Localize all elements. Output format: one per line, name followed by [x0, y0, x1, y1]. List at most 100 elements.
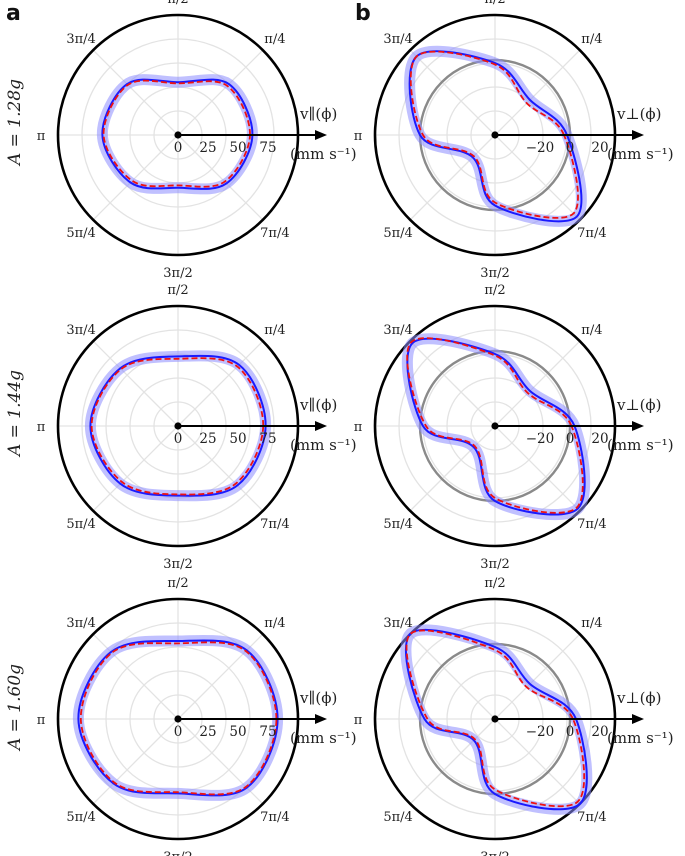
axis-arrowhead: [632, 714, 644, 724]
radial-tick-label: −20: [526, 724, 555, 740]
grid-spoke: [177, 425, 264, 512]
radial-tick-label: −20: [526, 140, 555, 156]
radial-tick-label: 50: [229, 431, 246, 447]
grid-spoke: [177, 134, 264, 221]
panel-letter-b: b: [355, 1, 371, 26]
polar-panel: 0 25 50 75 π/2 π/4 3π/4 π 5π/4 3π/2 7π/4 v∥(ϕ) (mm s…: [37, 576, 357, 856]
grid-spoke: [409, 425, 496, 512]
polar-panel: −20 0 20 π/2 π/4 3π/4 π 5π/4 3π/2 7π/4 v⊥(ϕ) (mm s⁻…: [354, 576, 674, 856]
grid-spoke: [409, 340, 496, 427]
origin-dot: [174, 715, 182, 723]
axis-arrowhead: [315, 421, 327, 431]
angle-label: 5π/4: [66, 810, 95, 825]
angle-label: π/2: [484, 283, 505, 298]
model-dashed-line: [405, 629, 586, 808]
unit-label: (mm s⁻¹): [290, 145, 357, 163]
angle-label: π: [354, 420, 363, 435]
polar-panel: 0 25 50 75 π/2 π/4 3π/4 π 5π/4 3π/2 7π/4 v∥(ϕ) (mm s…: [37, 0, 357, 281]
polar-panel: −20 0 20 π/2 π/4 3π/4 π 5π/4 3π/2 7π/4 v⊥(ϕ) (mm s⁻…: [354, 283, 674, 572]
angle-label: 3π/2: [480, 850, 509, 856]
axis-label: v⊥(ϕ): [616, 396, 662, 414]
angle-label: π/2: [484, 0, 505, 7]
panel-letter-a: a: [6, 1, 21, 26]
experiment-line: [77, 639, 279, 797]
grid-spoke: [494, 340, 581, 427]
angle-label: π/2: [484, 576, 505, 591]
row-label-1: A = 1.28g: [5, 79, 25, 167]
angle-label: π/4: [581, 323, 602, 338]
radial-tick-label: 0: [174, 140, 183, 156]
origin-dot: [491, 422, 499, 430]
grid-spoke: [409, 134, 496, 221]
angle-label: 3π/4: [66, 32, 95, 47]
angle-label: π: [37, 129, 46, 144]
grid-spoke: [494, 633, 581, 720]
angle-label: π/2: [167, 0, 188, 7]
angle-label: 3π/4: [383, 323, 412, 338]
axis-arrowhead: [632, 130, 644, 140]
angle-label: π/2: [167, 283, 188, 298]
model-dashed-line: [79, 641, 278, 796]
radial-tick-label: 75: [259, 431, 276, 447]
grid-spoke: [92, 49, 179, 136]
angle-label: 3π/2: [480, 557, 509, 572]
radial-tick-label: 75: [259, 140, 276, 156]
experiment-line: [405, 629, 588, 811]
angle-label: 7π/4: [260, 226, 289, 241]
radial-tick-label: 75: [259, 724, 276, 740]
grid-spoke: [409, 633, 496, 720]
angle-label: 7π/4: [577, 226, 606, 241]
grid-spoke: [177, 340, 264, 427]
radial-tick-label: 0: [174, 724, 183, 740]
polar-plots: 0 25 50 75 π/2 π/4 3π/4 π 5π/4 3π/2 7π/4 v∥(ϕ) (mm s…: [37, 0, 674, 856]
radial-tick-label: 25: [199, 724, 216, 740]
radial-tick-label: 50: [229, 724, 246, 740]
angle-label: 7π/4: [577, 517, 606, 532]
origin-dot: [491, 131, 499, 139]
unit-label: (mm s⁻¹): [607, 145, 674, 163]
angle-label: 5π/4: [383, 517, 412, 532]
angle-label: 7π/4: [260, 810, 289, 825]
unit-label: (mm s⁻¹): [607, 436, 674, 454]
angle-label: 5π/4: [383, 810, 412, 825]
grid-spoke: [177, 49, 264, 136]
axis-label: v∥(ϕ): [299, 396, 337, 414]
angle-label: 7π/4: [260, 517, 289, 532]
axis-arrowhead: [315, 130, 327, 140]
angle-label: π/4: [264, 616, 285, 631]
radial-tick-label: −20: [526, 431, 555, 447]
angle-label: π/4: [581, 616, 602, 631]
radial-tick-label: 20: [591, 724, 608, 740]
axis-arrowhead: [632, 421, 644, 431]
angle-label: 3π/4: [383, 32, 412, 47]
radial-tick-label: 0: [174, 431, 183, 447]
angle-label: π/2: [167, 576, 188, 591]
polar-panel: −20 0 20 π/2 π/4 3π/4 π 5π/4 3π/2 7π/4 v⊥(ϕ) (mm s⁻…: [354, 0, 674, 281]
angle-label: 3π/2: [163, 266, 192, 281]
polar-panel: 0 25 50 75 π/2 π/4 3π/4 π 5π/4 3π/2 7π/4 v∥(ϕ) (mm s…: [37, 283, 357, 572]
experiment-line: [408, 50, 583, 223]
axis-label: v∥(ϕ): [299, 689, 337, 707]
model-dashed-line: [409, 50, 579, 219]
origin-dot: [174, 422, 182, 430]
axis-label: v⊥(ϕ): [616, 105, 662, 123]
row-label-3: A = 1.60g: [5, 664, 25, 752]
radial-tick-label: 25: [199, 140, 216, 156]
angle-label: 5π/4: [66, 517, 95, 532]
unit-label: (mm s⁻¹): [290, 436, 357, 454]
experiment-line: [406, 337, 586, 516]
grid-spoke: [92, 340, 179, 427]
angle-label: π/4: [581, 32, 602, 47]
angle-label: π: [37, 420, 46, 435]
grid-spoke: [494, 718, 581, 805]
angle-label: 5π/4: [66, 226, 95, 241]
angle-label: 3π/2: [163, 557, 192, 572]
angle-label: 5π/4: [383, 226, 412, 241]
angle-label: π: [354, 129, 363, 144]
angle-label: 3π/4: [66, 616, 95, 631]
angle-label: 3π/4: [383, 616, 412, 631]
axis-label: v⊥(ϕ): [616, 689, 662, 707]
radial-tick-label: 0: [566, 724, 575, 740]
radial-tick-label: 20: [591, 431, 608, 447]
grid-spoke: [409, 49, 496, 136]
